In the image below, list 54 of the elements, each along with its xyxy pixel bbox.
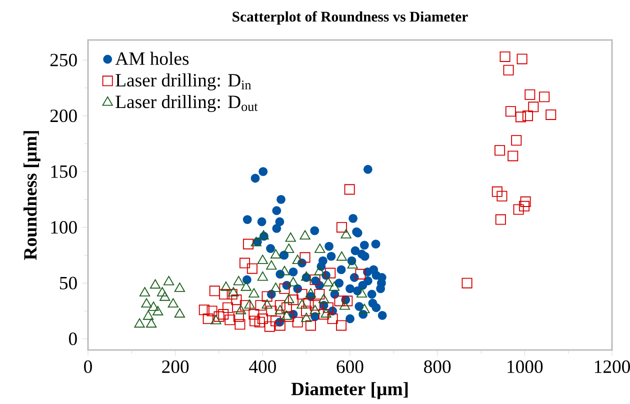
x-tick-label: 800 — [424, 360, 451, 374]
point — [284, 294, 294, 304]
point — [284, 244, 294, 253]
point — [257, 254, 268, 264]
point — [148, 302, 159, 311]
x-tick-label: 1200 — [594, 360, 630, 374]
y-tick-label: 0 — [68, 332, 77, 346]
point — [174, 282, 186, 292]
point — [288, 277, 299, 286]
point — [347, 259, 358, 269]
point — [340, 229, 352, 238]
point — [146, 318, 157, 328]
point — [336, 251, 348, 261]
point — [134, 318, 145, 328]
y-tick-label: 150 — [51, 165, 77, 178]
chart-title: Scatterplot of Roundness vs Diameter — [232, 11, 468, 25]
legend-label: Laser drilling: D$_{in}$ — [116, 73, 252, 90]
point — [139, 287, 150, 296]
x-axis-title: Diameter [µm] — [291, 382, 408, 400]
y-tick-label: 250 — [50, 54, 77, 66]
x-tick-label: 200 — [162, 360, 189, 374]
y-tick-label: 50 — [60, 276, 77, 290]
point — [174, 308, 186, 318]
y-axis-title: Roundness [µm] — [24, 131, 40, 260]
point — [150, 279, 161, 289]
point — [168, 298, 178, 308]
point — [248, 288, 260, 298]
point — [152, 306, 164, 316]
point — [142, 310, 154, 320]
point — [266, 260, 277, 270]
point — [210, 314, 222, 324]
point — [163, 276, 174, 286]
point — [156, 287, 168, 296]
point — [257, 271, 268, 281]
legend-label: Laser drilling: D$_{out}$ — [116, 95, 258, 112]
point — [233, 276, 244, 286]
point — [322, 277, 334, 286]
x-tick-label: 0 — [84, 360, 92, 374]
point — [160, 292, 170, 301]
point — [270, 282, 282, 292]
point — [228, 287, 239, 296]
point — [314, 244, 326, 253]
y-tick-label: 200 — [50, 110, 77, 122]
x-tick-label: 600 — [336, 360, 364, 374]
point — [141, 298, 152, 308]
legend-label: AM holes — [115, 52, 189, 65]
point — [300, 230, 310, 240]
x-tick-label: 1000 — [508, 360, 543, 374]
point — [270, 249, 282, 258]
y-tick-label: 100 — [51, 221, 77, 234]
x-tick-label: 400 — [249, 360, 276, 374]
point — [285, 232, 296, 242]
point — [220, 281, 232, 291]
point — [305, 288, 316, 298]
